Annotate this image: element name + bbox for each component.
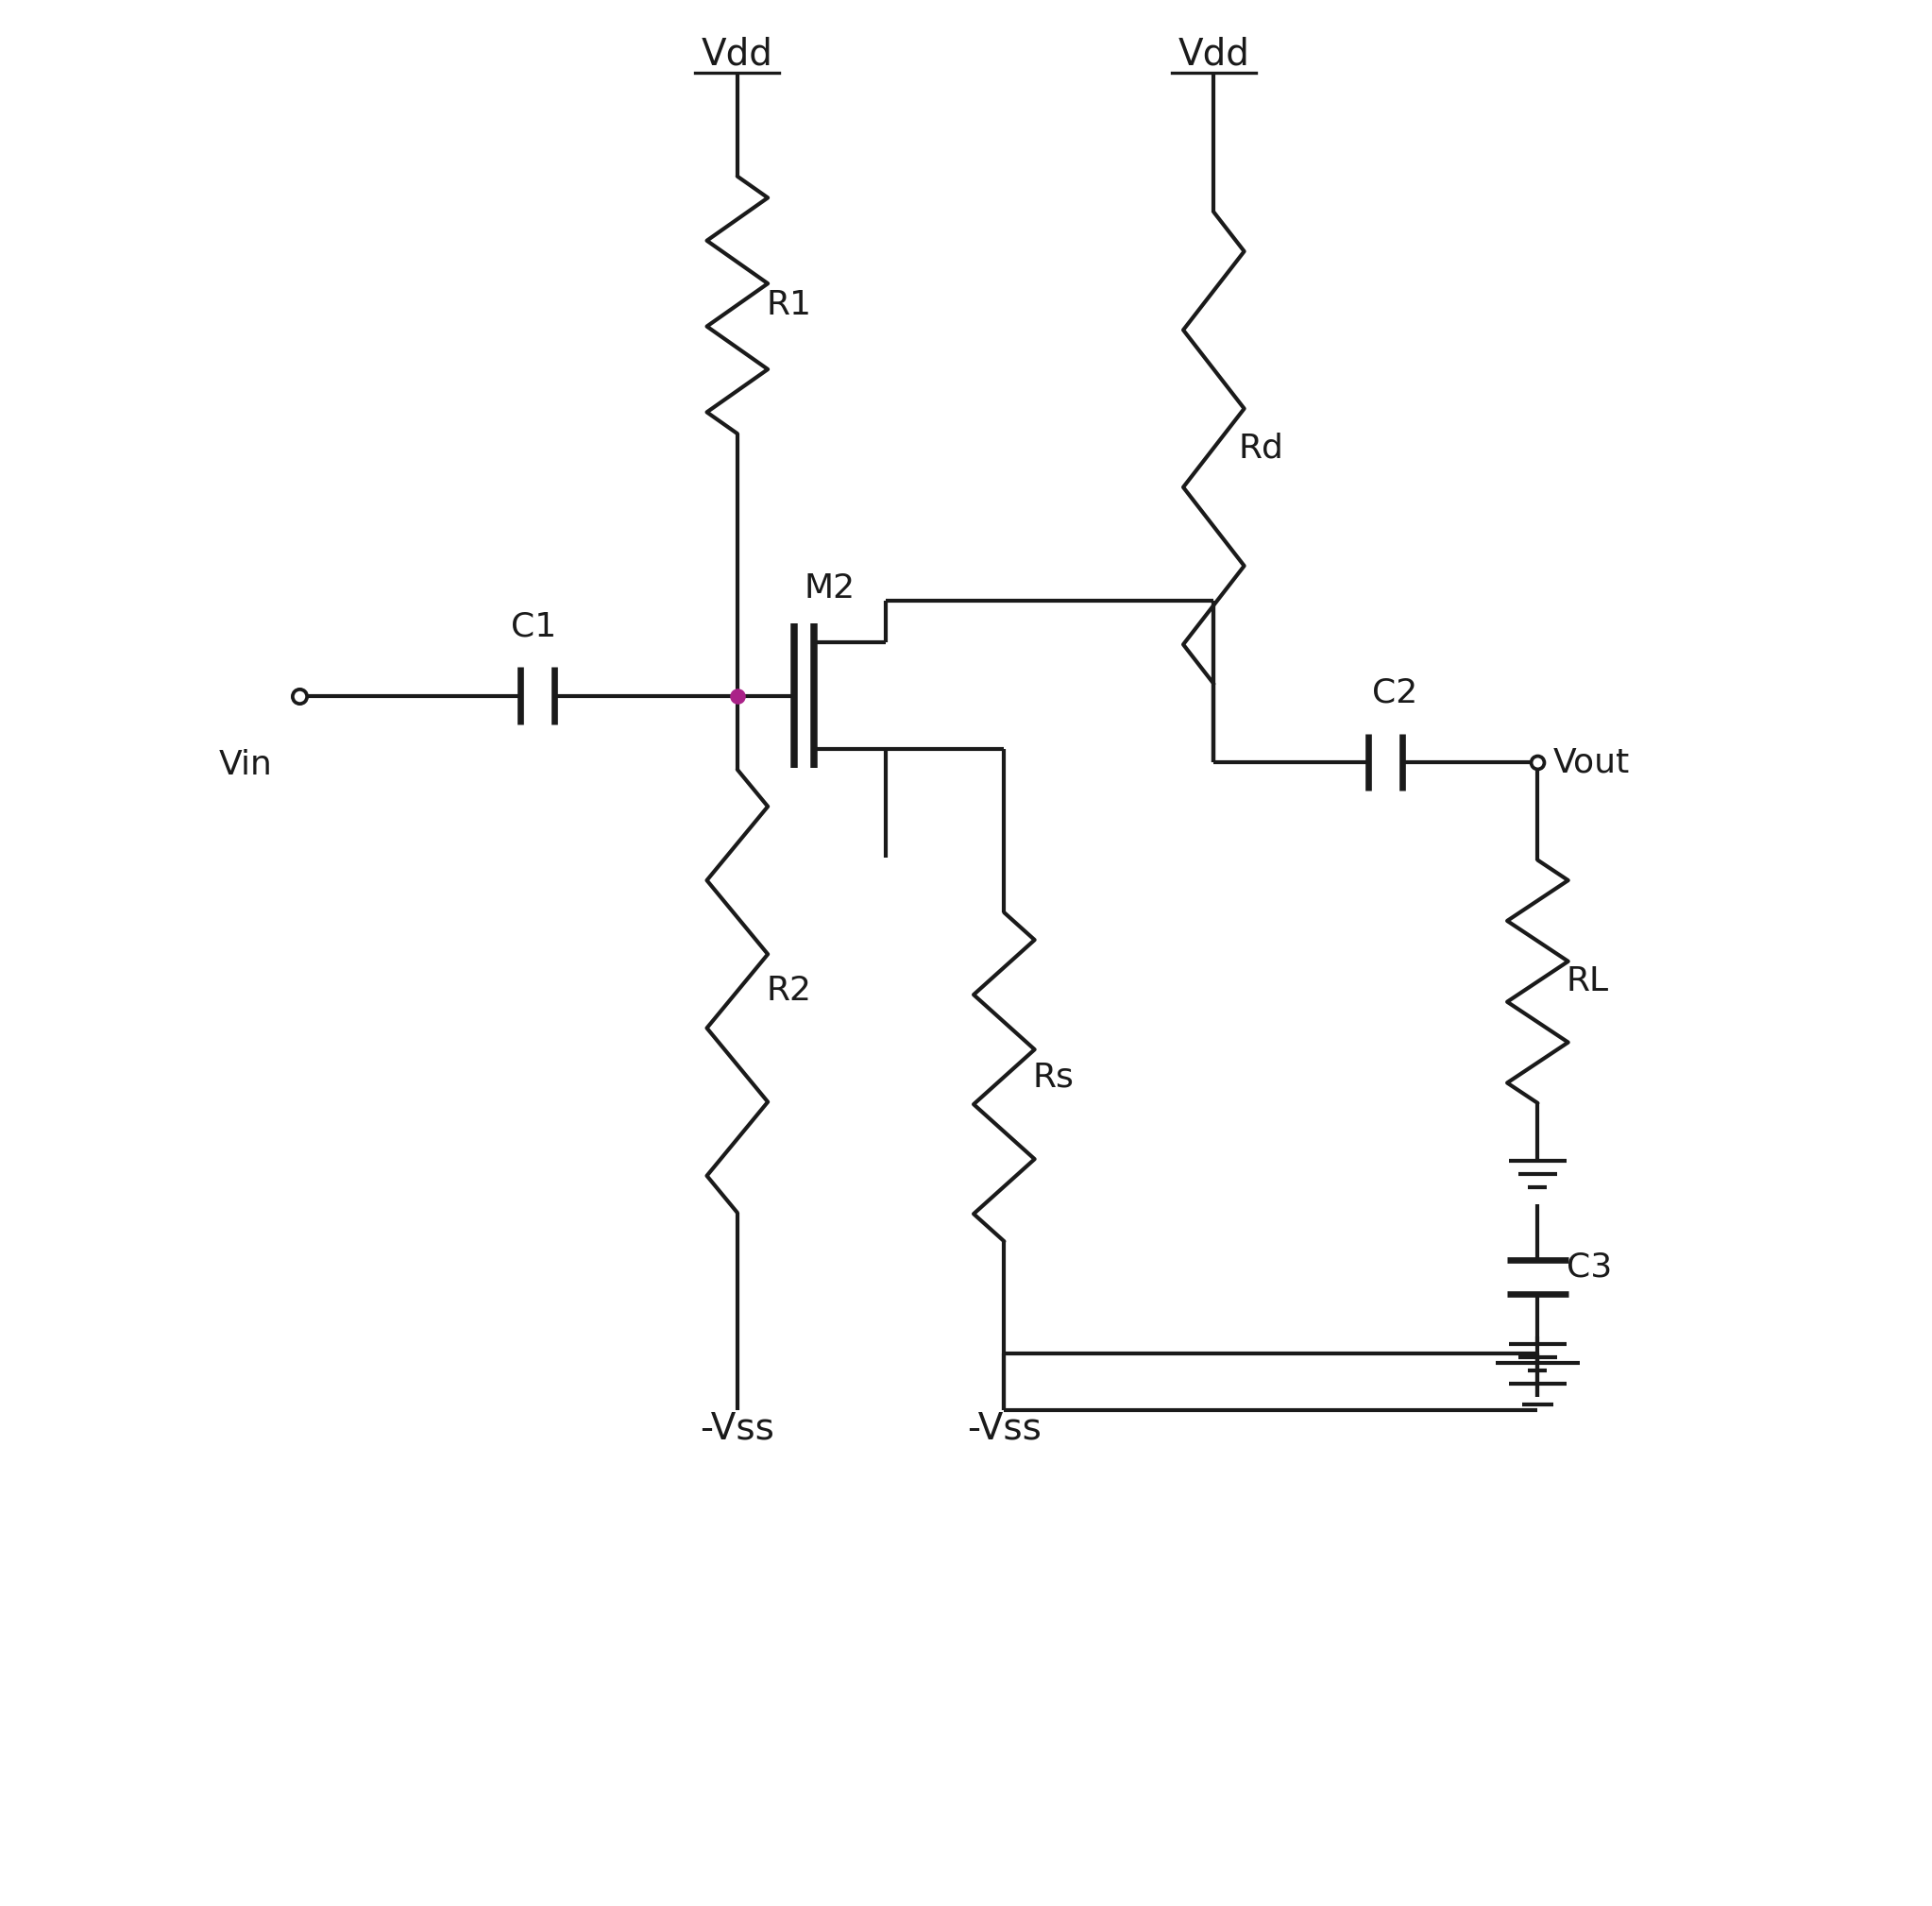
- Text: Rd: Rd: [1238, 433, 1283, 463]
- Text: C1: C1: [510, 610, 556, 642]
- Text: Vdd: Vdd: [701, 36, 773, 72]
- Text: Rs: Rs: [1034, 1062, 1074, 1092]
- Text: C2: C2: [1372, 677, 1418, 709]
- Point: [723, 680, 753, 711]
- Text: -Vss: -Vss: [699, 1410, 775, 1447]
- Text: R1: R1: [765, 290, 811, 320]
- Text: Vdd: Vdd: [1179, 36, 1250, 72]
- Text: RL: RL: [1567, 966, 1609, 997]
- Text: Vin: Vin: [218, 749, 272, 781]
- Text: Vout: Vout: [1553, 747, 1629, 778]
- Text: R2: R2: [765, 976, 811, 1006]
- Text: M2: M2: [804, 572, 856, 604]
- Text: -Vss: -Vss: [966, 1410, 1041, 1447]
- Text: C3: C3: [1567, 1252, 1611, 1283]
